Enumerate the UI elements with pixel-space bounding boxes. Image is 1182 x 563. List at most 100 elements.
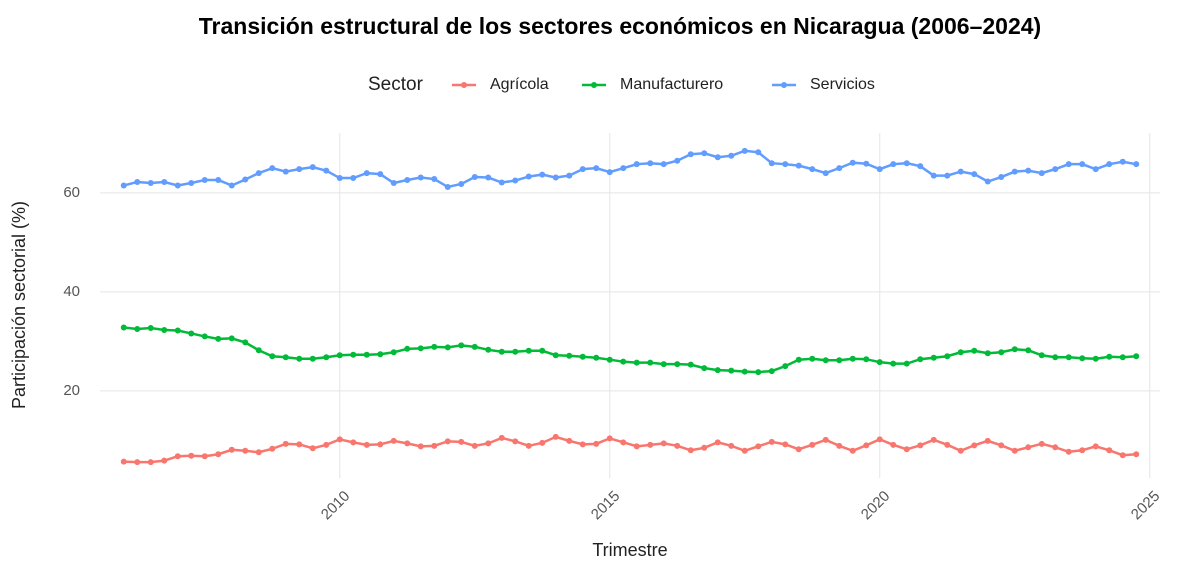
data-point [1052, 166, 1059, 173]
data-point [269, 445, 276, 452]
data-point [890, 441, 897, 448]
data-point [269, 165, 276, 172]
data-point [188, 452, 195, 459]
data-point [1079, 447, 1086, 454]
y-tick-label: 20 [63, 382, 80, 399]
data-point [377, 171, 384, 178]
data-point [458, 342, 465, 349]
data-point [755, 149, 762, 156]
data-point [1106, 447, 1113, 454]
legend-swatch-dot [461, 82, 467, 88]
data-point [431, 442, 438, 449]
data-point [296, 355, 303, 362]
data-point [1038, 440, 1045, 447]
data-point [471, 442, 478, 449]
data-point [498, 434, 505, 441]
data-point [188, 330, 195, 337]
series-line [123, 435, 1137, 464]
data-point [539, 347, 546, 354]
data-point [957, 349, 964, 356]
data-point [579, 166, 586, 173]
data-point [998, 442, 1005, 449]
data-point [1133, 353, 1140, 360]
data-point [687, 447, 694, 454]
data-point [552, 174, 559, 181]
data-point [539, 439, 546, 446]
data-point [336, 352, 343, 359]
data-point [525, 347, 532, 354]
data-point [242, 447, 249, 454]
data-point [174, 453, 181, 460]
data-point [147, 459, 154, 466]
series-line [123, 326, 1137, 374]
data-point [876, 166, 883, 173]
data-point [633, 443, 640, 450]
data-point [1106, 353, 1113, 360]
data-point [485, 346, 492, 353]
data-point [215, 451, 222, 458]
data-point [674, 157, 681, 164]
data-point [1011, 447, 1018, 454]
data-point [444, 344, 451, 351]
data-point [1092, 443, 1099, 450]
data-point [161, 179, 168, 186]
data-point [1133, 451, 1140, 458]
data-point [498, 179, 505, 186]
data-point [687, 361, 694, 368]
data-point [242, 339, 249, 346]
data-point [120, 458, 127, 465]
data-point [363, 441, 370, 448]
legend-title: Sector [368, 74, 424, 95]
data-point [903, 160, 910, 167]
data-point [1065, 448, 1072, 455]
data-point [579, 441, 586, 448]
data-point [512, 177, 519, 184]
data-point [903, 360, 910, 367]
data-point [404, 440, 411, 447]
x-axis-title: Trimestre [592, 540, 667, 560]
data-point [471, 343, 478, 350]
data-point [782, 363, 789, 370]
legend-swatch-dot [781, 82, 787, 88]
data-point [134, 459, 141, 466]
data-point [795, 356, 802, 363]
data-point [296, 166, 303, 173]
data-point [917, 442, 924, 449]
data-point [377, 351, 384, 358]
data-point [998, 174, 1005, 181]
x-tick-label: 2015 [588, 488, 624, 524]
data-point [809, 166, 816, 173]
legend-label: Manufacturero [620, 76, 723, 93]
data-point [363, 170, 370, 177]
data-point [930, 172, 937, 179]
data-point [863, 160, 870, 167]
data-point [822, 357, 829, 364]
data-point [255, 347, 262, 354]
data-point [309, 164, 316, 171]
data-point [1038, 170, 1045, 177]
data-point [431, 343, 438, 350]
data-point [1065, 161, 1072, 168]
data-point [728, 442, 735, 449]
data-point [161, 457, 168, 464]
data-point [309, 355, 316, 362]
data-point [1079, 355, 1086, 362]
data-point [984, 178, 991, 185]
data-point [228, 182, 235, 189]
data-point [984, 437, 991, 444]
data-point [647, 359, 654, 366]
data-point [120, 182, 127, 189]
data-point [512, 348, 519, 355]
data-point [714, 439, 721, 446]
data-point [1119, 452, 1126, 459]
data-point [1038, 352, 1045, 359]
data-point [633, 161, 640, 168]
data-point [134, 326, 141, 333]
data-point [903, 446, 910, 453]
data-point [539, 171, 546, 178]
data-point [228, 446, 235, 453]
data-point [174, 182, 181, 189]
series-line [123, 149, 1137, 189]
data-point [282, 440, 289, 447]
